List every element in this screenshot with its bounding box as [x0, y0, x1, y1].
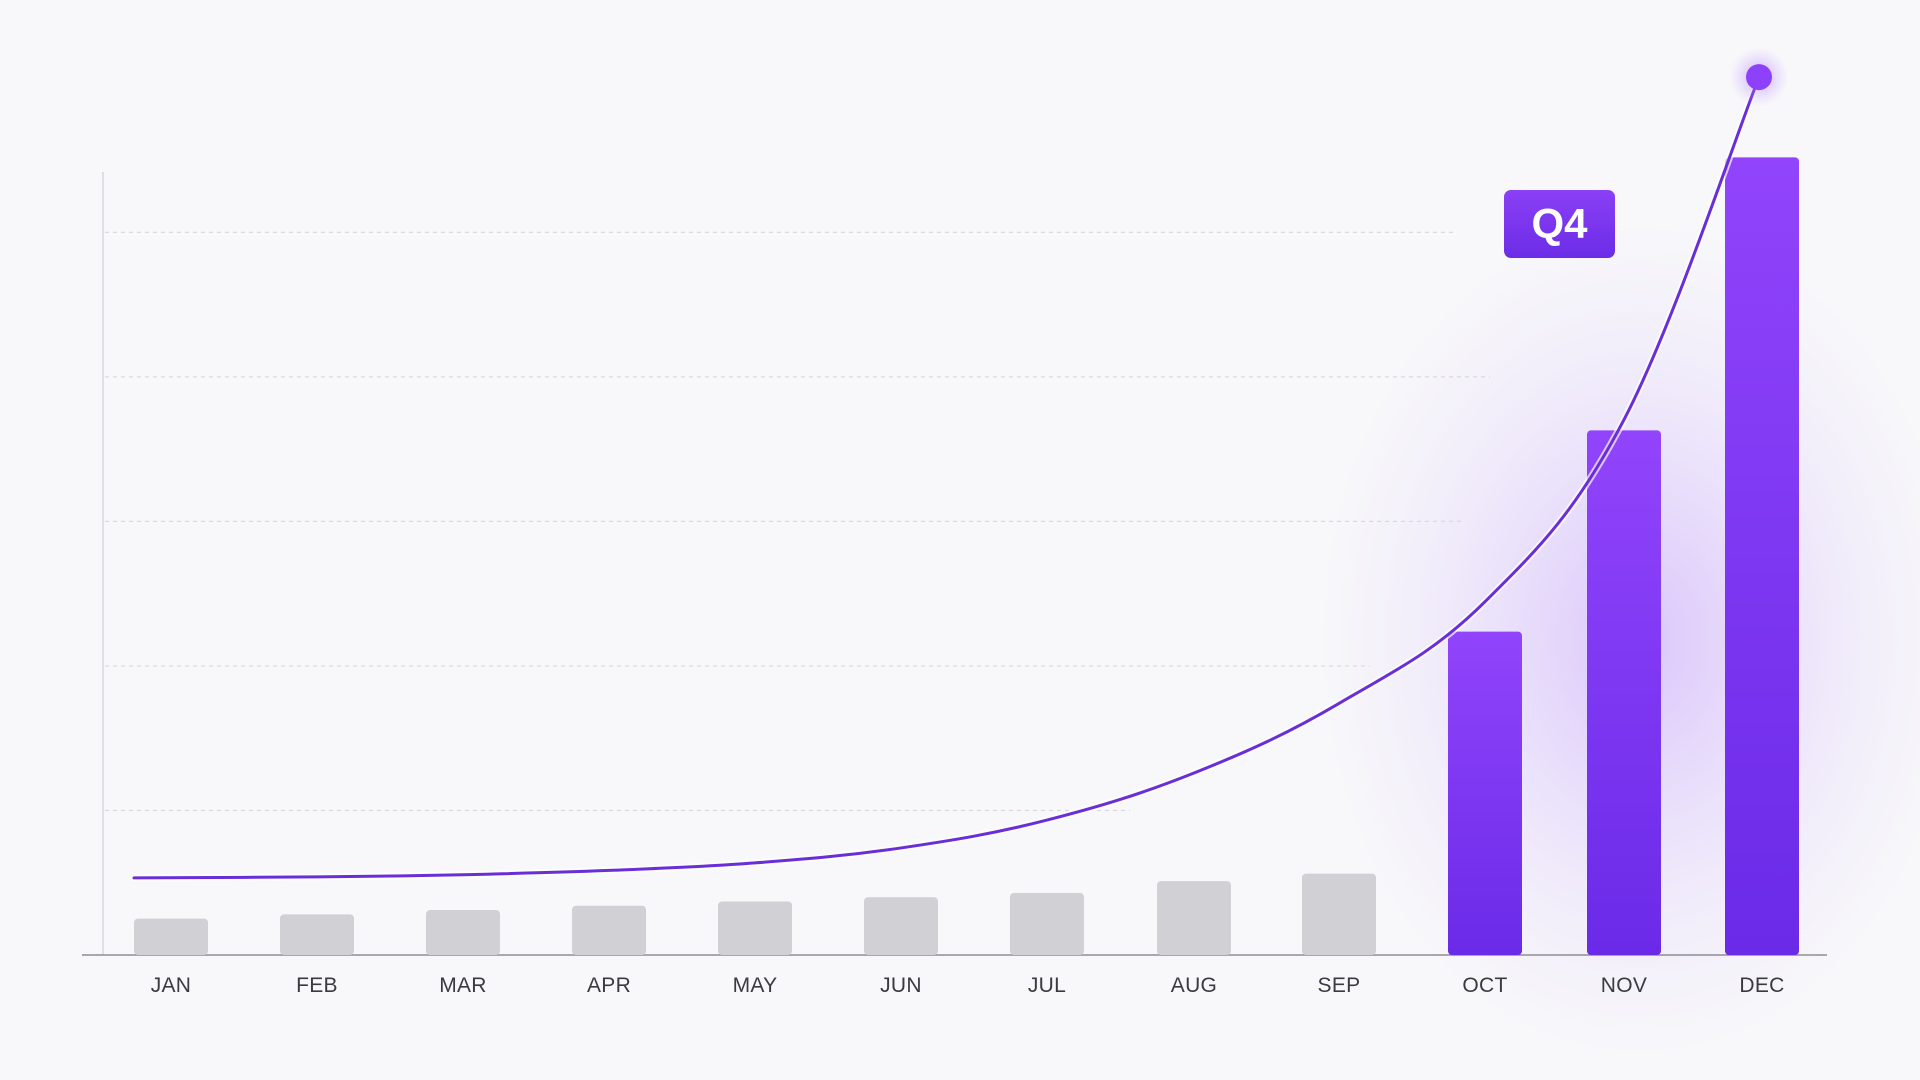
bar-mar: [426, 910, 500, 955]
x-tick-label: NOV: [1601, 974, 1647, 997]
bar-apr: [572, 905, 646, 955]
month-labels: JAN FEB MAR APR MAY JUN JUL AUG SEP OCT NOV DEC: [151, 974, 1785, 997]
axes: [82, 172, 1827, 956]
bar-jul: [1010, 892, 1084, 955]
gridlines: [105, 231, 1490, 812]
x-tick-label: MAR: [439, 974, 487, 997]
x-tick-label: JUL: [1028, 974, 1066, 997]
x-tick-label: JUN: [880, 974, 922, 997]
x-tick-label: JAN: [151, 974, 192, 997]
trend-line: [132, 75, 1761, 880]
bar-may: [718, 901, 792, 955]
x-tick-label: AUG: [1171, 974, 1217, 997]
x-tick-label: APR: [587, 974, 631, 997]
x-tick-label: SEP: [1318, 974, 1361, 997]
bar-dec: [1725, 157, 1799, 956]
bar-nov: [1587, 430, 1661, 956]
bar-jun: [864, 897, 938, 955]
bar-feb: [280, 914, 354, 955]
x-tick-label: OCT: [1462, 974, 1507, 997]
bar-jan: [134, 918, 208, 955]
x-tick-label: MAY: [733, 974, 778, 997]
bar-oct: [1448, 631, 1522, 955]
q4-badge-box: [1504, 190, 1615, 258]
trend-line-layer: [130, 47, 1789, 882]
bar-aug: [1157, 881, 1231, 955]
q4-badge: Q4: [1504, 190, 1615, 258]
q4-badge-label: Q4: [1531, 200, 1588, 247]
bar-sep: [1302, 873, 1376, 955]
trend-end-point: [1746, 64, 1772, 91]
bars: [134, 157, 1799, 956]
x-tick-label: FEB: [296, 974, 338, 997]
x-tick-label: DEC: [1739, 974, 1784, 997]
